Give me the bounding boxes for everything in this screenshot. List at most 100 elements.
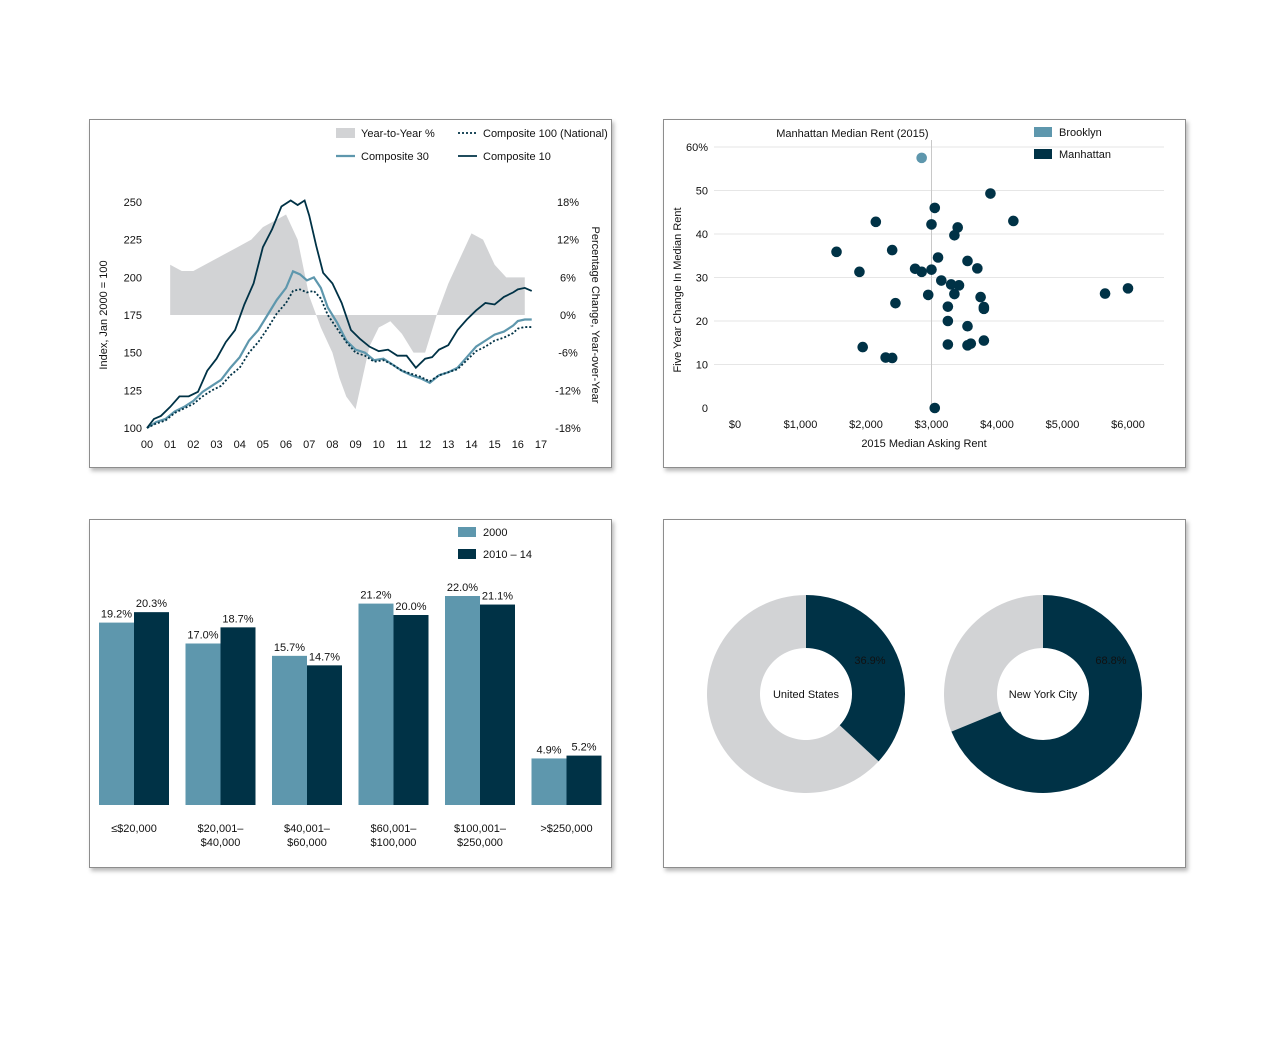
scatter-point-manhattan — [1122, 283, 1134, 294]
x-tick-label: $6,000 — [1111, 419, 1145, 431]
bar-value-label: 20.3% — [136, 598, 167, 610]
category-label: >$250,000 — [540, 823, 592, 835]
x-tick-label: 00 — [141, 439, 153, 451]
bar-2000 — [185, 643, 221, 805]
y2-tick-label: 18% — [557, 197, 579, 209]
scatter-point-manhattan — [890, 297, 901, 309]
bar-2010-14 — [134, 612, 169, 805]
category-label: $60,000 — [287, 837, 327, 849]
donut-value-label: 68.8% — [1095, 655, 1126, 667]
scatter-point-manhattan — [926, 264, 937, 275]
scatter-point-manhattan — [945, 279, 957, 290]
legend-swatch-2010-14 — [458, 549, 476, 559]
bar-2010-14 — [393, 615, 429, 805]
scatter-point-manhattan — [962, 340, 973, 351]
donut-charts: United States 36.9% New York City 68.8% — [663, 519, 1186, 868]
scatter-point-manhattan — [962, 320, 973, 332]
income-bar-chart: 19.2% 20.3% ≤$20,000 17.0% 18.7% $20,001– $40,… — [89, 519, 612, 868]
x-axis-label: 2015 Median Asking Rent — [861, 438, 986, 450]
x-tick-label: 14 — [465, 439, 477, 451]
donut-remainder-new-york-city — [944, 595, 1043, 732]
donut-slice-united-states — [806, 595, 905, 762]
bar-2000 — [272, 655, 307, 805]
donut-slice-new-york-city — [951, 595, 1142, 793]
series-line-composite-10 — [146, 199, 533, 429]
y2-tick-label: 6% — [560, 272, 576, 284]
y-axis-label: Five Year Change In Median Rent — [672, 207, 684, 372]
legend-label: Brooklyn — [1059, 127, 1102, 139]
x-tick-label: 07 — [303, 439, 315, 451]
x-tick-label: $0 — [729, 419, 741, 431]
legend-swatch-area — [336, 128, 355, 138]
income-bar-svg: 19.2% 20.3% ≤$20,000 17.0% 18.7% $20,001– $40,… — [99, 527, 602, 849]
rent-scatter-svg: 0 10 20 30 40 50 60% $0 $1,000 $2,000 $3,000 $4,000… — [672, 127, 1164, 450]
x-tick-label: $2,000 — [849, 419, 883, 431]
bar-2010-14 — [307, 665, 342, 805]
x-tick-label: 08 — [326, 439, 338, 451]
bar-value-label: 22.0% — [447, 582, 478, 594]
y2-tick-label: -12% — [555, 385, 581, 397]
x-tick-label: 12 — [419, 439, 431, 451]
x-tick-label: 15 — [489, 439, 501, 451]
x-tick-label: 09 — [349, 439, 361, 451]
y2-tick-label: 12% — [557, 235, 579, 247]
x-tick-label: 01 — [164, 439, 176, 451]
scatter-point-manhattan — [857, 341, 869, 353]
y-tick-label: 50 — [696, 186, 708, 198]
scatter-point-manhattan — [953, 280, 965, 291]
bar-value-label: 15.7% — [274, 642, 305, 654]
legend-swatch-brooklyn — [1034, 127, 1052, 137]
home-price-index-chart: 100 125 150 175 200 225 250 -18% -12% -6% 0% 6% 12% 1… — [89, 119, 612, 468]
x-tick-label: 13 — [442, 439, 454, 451]
scatter-point-manhattan — [886, 352, 898, 364]
scatter-point-manhattan — [962, 255, 973, 267]
category-label: ≤$20,000 — [111, 823, 157, 835]
scatter-point-manhattan — [978, 335, 990, 346]
legend-label: Year-to-Year % — [361, 128, 435, 140]
donut-center-label: United States — [773, 689, 840, 701]
x-tick-label: 06 — [280, 439, 292, 451]
scatter-point-manhattan — [926, 219, 937, 230]
donut-svg: United States 36.9% New York City 68.8% — [707, 595, 1142, 793]
scatter-point-manhattan — [1008, 215, 1019, 227]
bar-value-label: 19.2% — [101, 609, 132, 621]
scatter-point-manhattan — [886, 244, 898, 256]
scatter-point-manhattan — [1099, 288, 1111, 299]
x-tick-label: 11 — [396, 439, 407, 451]
scatter-point-manhattan — [922, 289, 934, 301]
scatter-point-manhattan — [975, 291, 986, 303]
scatter-point-manhattan — [972, 263, 983, 274]
y-tick-label: 60% — [686, 142, 708, 154]
rent-scatter-chart: 0 10 20 30 40 50 60% $0 $1,000 $2,000 $3,000 $4,000… — [663, 119, 1186, 468]
y2-tick-label: -18% — [555, 423, 581, 435]
bar-value-label: 21.2% — [360, 590, 391, 602]
category-label: $100,001– — [454, 823, 507, 835]
x-tick-label: 03 — [210, 439, 222, 451]
scatter-point-brooklyn — [916, 152, 927, 164]
donut-center-label: New York City — [1009, 689, 1078, 701]
scatter-point-manhattan — [916, 266, 927, 278]
x-tick-label: 10 — [373, 439, 385, 451]
scatter-point-manhattan — [870, 216, 882, 228]
bar-value-label: 21.1% — [482, 591, 513, 603]
x-tick-label: 17 — [535, 439, 547, 451]
bar-2000 — [531, 758, 567, 805]
bar-2000 — [358, 603, 394, 805]
category-label: $20,001– — [198, 823, 245, 835]
donut-value-label: 36.9% — [854, 655, 885, 667]
y-tick-label: 100 — [124, 423, 142, 435]
legend-swatch-2000 — [458, 527, 476, 537]
y-tick-label: 0 — [702, 403, 708, 415]
scatter-point-manhattan — [942, 339, 954, 350]
y-tick-label: 20 — [696, 316, 708, 328]
y-tick-label: 200 — [124, 272, 142, 284]
y-tick-label: 225 — [124, 235, 142, 247]
scatter-point-manhattan — [942, 301, 954, 312]
series-line-composite-100-national- — [146, 288, 532, 429]
bar-2010-14 — [220, 627, 256, 805]
x-tick-label: 16 — [512, 439, 524, 451]
bar-value-label: 5.2% — [571, 742, 596, 754]
x-tick-label: 05 — [257, 439, 269, 451]
y2-axis-label: Percentage Change, Year-over-Year — [589, 227, 601, 404]
scatter-point-manhattan — [929, 202, 941, 214]
